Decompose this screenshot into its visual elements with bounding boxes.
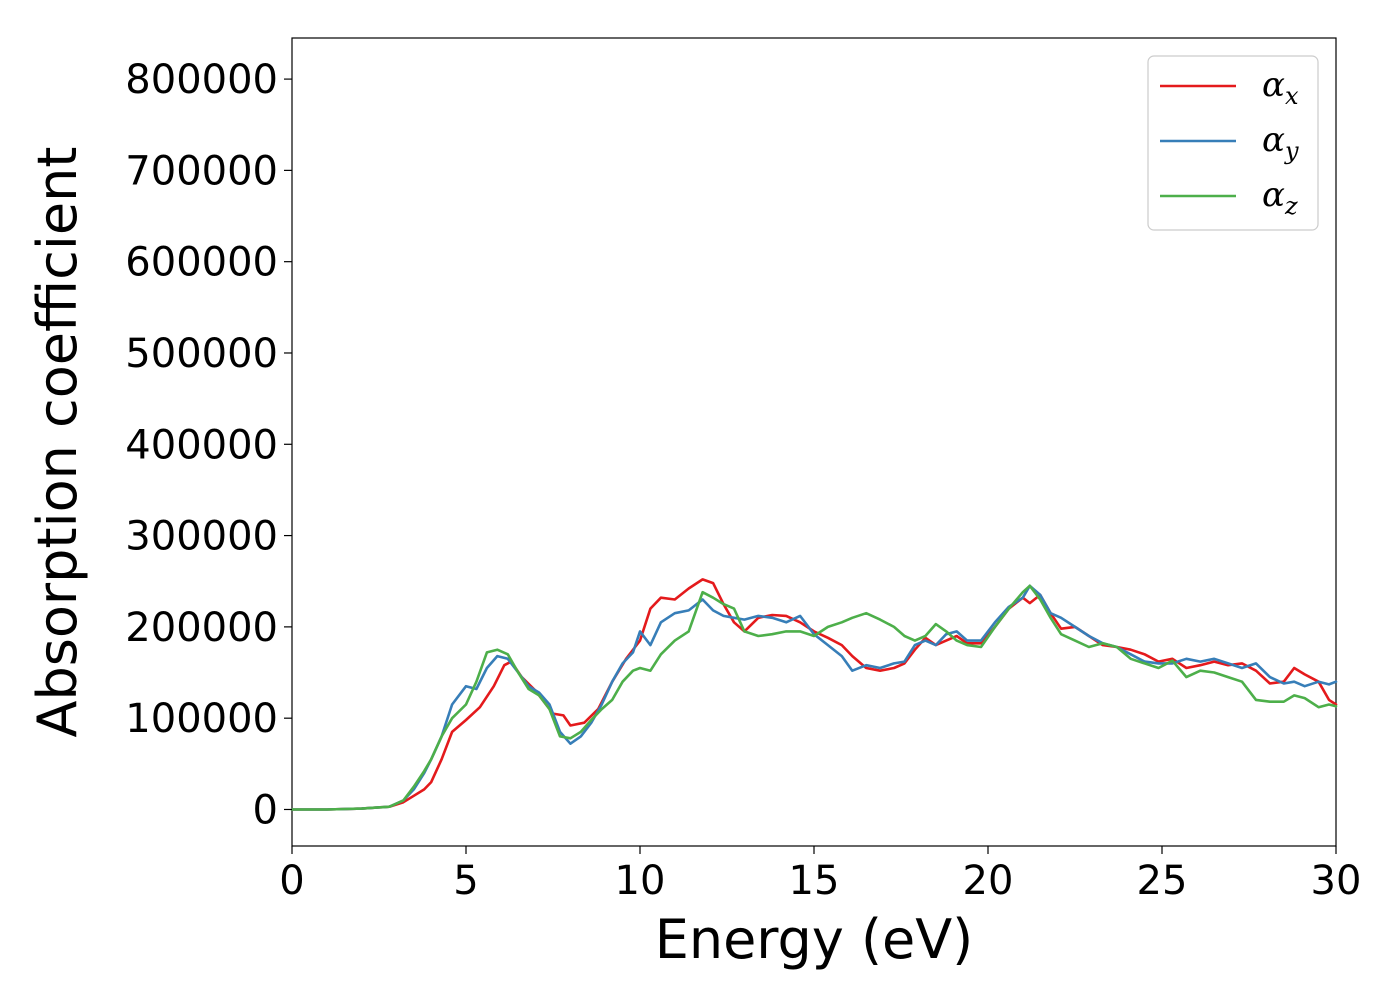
y-tick-label: 0 — [253, 787, 278, 833]
y-tick-label: 500000 — [125, 331, 278, 377]
x-tick-label: 5 — [453, 858, 478, 904]
series-line-y — [290, 584, 1338, 811]
y-tick-label: 600000 — [125, 240, 278, 286]
y-tick-label: 100000 — [125, 696, 278, 742]
x-tick-label: 20 — [963, 858, 1014, 904]
y-axis-label: Absorption coefficient — [26, 147, 89, 738]
legend-label-x: αx — [1262, 65, 1299, 110]
y-tick-label: 400000 — [125, 422, 278, 468]
legend: αx αy αz — [1147, 55, 1319, 231]
series-line-z — [290, 584, 1338, 811]
series-layer — [290, 578, 1338, 811]
x-tick-label: 25 — [1137, 858, 1188, 904]
legend-label-y: αy — [1262, 120, 1299, 165]
y-axis-ticks: 0 100000 200000 300000 400000 500000 600000 700… — [125, 57, 292, 833]
x-tick-label: 30 — [1311, 858, 1362, 904]
x-tick-label: 0 — [279, 858, 304, 904]
x-tick-label: 10 — [615, 858, 666, 904]
y-tick-label: 200000 — [125, 605, 278, 651]
x-axis-label: Energy (eV) — [655, 908, 974, 971]
y-tick-label: 300000 — [125, 514, 278, 560]
y-tick-label: 800000 — [125, 57, 278, 103]
legend-box — [1147, 55, 1319, 231]
x-axis-ticks: 0 5 10 15 20 25 30 — [279, 846, 1361, 904]
y-tick-label: 700000 — [125, 148, 278, 194]
legend-items: αx αy αz — [1160, 65, 1299, 220]
x-tick-label: 15 — [789, 858, 840, 904]
legend-label-z: αz — [1262, 175, 1298, 220]
series-line-x — [290, 578, 1338, 811]
